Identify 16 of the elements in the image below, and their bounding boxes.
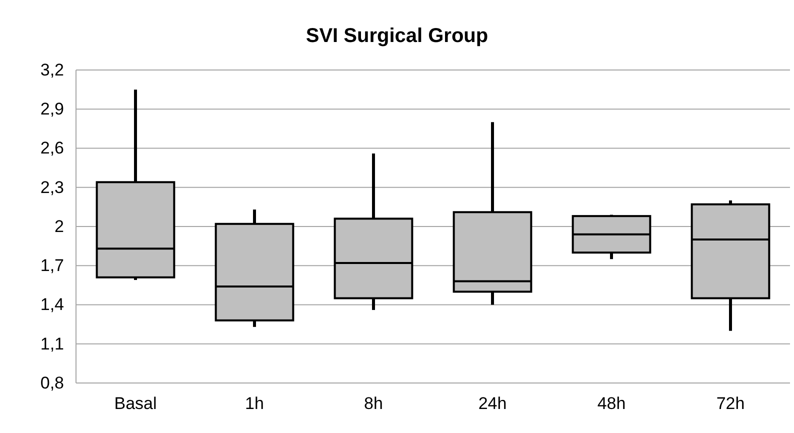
- y-tick-label: 3,2: [40, 60, 64, 80]
- y-tick-label: 1,7: [40, 256, 64, 276]
- y-tick-label: 2,3: [40, 178, 64, 197]
- y-tick-label: 1,4: [40, 295, 64, 314]
- x-tick-label: Basal: [114, 394, 157, 414]
- x-tick-label: 72h: [716, 394, 745, 414]
- x-tick-label: 48h: [597, 394, 626, 414]
- x-tick-label: 8h: [364, 394, 383, 414]
- y-tick-label: 2: [54, 216, 64, 236]
- x-tick-label: 24h: [478, 394, 507, 414]
- y-tick-label: 2,6: [40, 138, 64, 158]
- x-tick-label: 1h: [245, 394, 264, 414]
- y-tick-label: 2,9: [40, 100, 64, 119]
- y-tick-label: 1,1: [40, 334, 64, 354]
- y-tick-label: 0,8: [40, 373, 64, 392]
- chart-title: SVI Surgical Group: [306, 25, 488, 47]
